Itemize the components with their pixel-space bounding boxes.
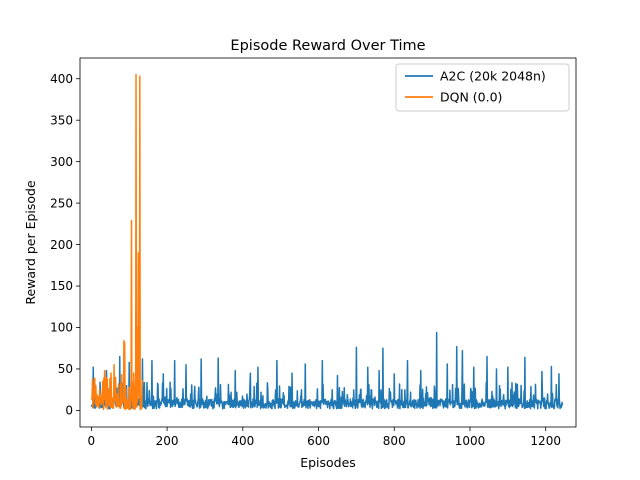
legend-box xyxy=(395,63,570,112)
x-tick-label: 200 xyxy=(156,434,179,448)
y-tick-label: 100 xyxy=(50,321,73,335)
y-axis: 0 50 100 150 200 250 300 350 400 xyxy=(50,72,80,418)
x-axis: 0 200 400 600 800 1000 1200 xyxy=(88,427,561,448)
x-tick-label: 1000 xyxy=(455,434,486,448)
chart-title: Episode Reward Over Time xyxy=(230,38,425,54)
y-tick-label: 300 xyxy=(50,155,73,169)
series-layer xyxy=(90,73,564,411)
y-tick-label: 150 xyxy=(50,279,73,293)
legend: A2C (20k 2048n) DQN (0.0) xyxy=(395,63,570,112)
x-axis-label: Episodes xyxy=(300,455,356,470)
series-line-a2c xyxy=(90,331,564,410)
y-tick-label: 350 xyxy=(50,113,73,127)
legend-label-a2c: A2C (20k 2048n) xyxy=(440,69,546,84)
y-tick-label: 200 xyxy=(50,238,73,252)
y-tick-label: 50 xyxy=(58,362,73,376)
y-axis-label: Reward per Episode xyxy=(23,180,38,305)
x-tick-label: 600 xyxy=(307,434,330,448)
series-line-dqn xyxy=(90,73,143,411)
x-tick-label: 800 xyxy=(383,434,406,448)
x-tick-label: 0 xyxy=(88,434,96,448)
y-tick-label: 250 xyxy=(50,196,73,210)
x-tick-label: 400 xyxy=(231,434,254,448)
plot-frame xyxy=(79,57,577,428)
y-tick-label: 400 xyxy=(50,72,73,86)
y-tick-label: 0 xyxy=(65,404,73,418)
x-tick-label: 1200 xyxy=(530,434,561,448)
legend-label-dqn: DQN (0.0) xyxy=(440,90,502,105)
